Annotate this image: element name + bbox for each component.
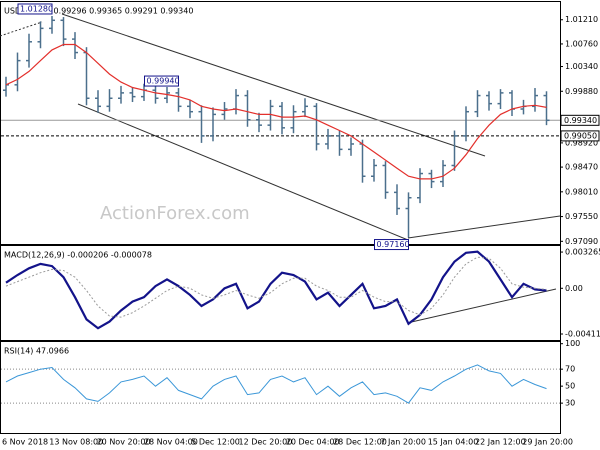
panel-title: USDCHF,H4 0.99296 0.99365 0.99291 0.9934… xyxy=(4,7,193,16)
signal-line xyxy=(5,256,547,318)
annotation-box xyxy=(17,3,53,15)
x-tick-label: 13 Nov 08:00 xyxy=(49,438,103,447)
panel-title: MACD(12,26,9) -0.000206 -0.000078 xyxy=(4,251,152,260)
channel-lower xyxy=(77,103,409,241)
annotation-label: 1.01280 xyxy=(20,4,53,13)
y-tick-label: 0.003265 xyxy=(565,248,600,257)
y-tick-label: 0.98470 xyxy=(565,163,598,172)
macd-trend-line xyxy=(406,288,557,324)
y-tick-label: 1.00760 xyxy=(565,39,598,48)
y-tick-label: 0.97090 xyxy=(565,237,598,246)
y-tick-label: 0.99880 xyxy=(565,87,598,96)
x-tick-label: 6 Nov 2018 xyxy=(2,438,48,447)
x-tick-label: 20 Dec 04:00 xyxy=(286,438,340,447)
moving-average xyxy=(5,43,547,180)
x-tick-label: 7 Jan 20:00 xyxy=(380,438,426,447)
y-tick-label: 1.01210 xyxy=(565,15,598,24)
x-tick-label: 15 Jan 04:00 xyxy=(428,438,479,447)
y-tick-label: 70 xyxy=(565,365,575,374)
x-tick-label: 20 Nov 20:00 xyxy=(97,438,151,447)
x-tick-label: 29 Jan 20:00 xyxy=(522,438,573,447)
annotation-box xyxy=(374,239,409,251)
y-tick-label: 100 xyxy=(565,339,580,348)
y-tick-label: 1.00340 xyxy=(565,62,598,71)
annotation-label: 0.97160 xyxy=(377,240,410,249)
price-label: 0.99050 xyxy=(564,131,597,140)
macd-line xyxy=(5,250,547,330)
rsi-panel xyxy=(0,341,561,434)
price-label-box xyxy=(560,114,600,126)
y-tick-label: 0.98920 xyxy=(565,138,598,147)
annotation-box xyxy=(144,75,179,87)
x-tick-label: 22 Jan 12:00 xyxy=(475,438,526,447)
macd-panel xyxy=(0,245,561,341)
x-tick-label: 5 Dec 12:00 xyxy=(191,438,240,447)
x-tick-label: 12 Dec 20:00 xyxy=(239,438,293,447)
x-tick-label: 28 Nov 04:00 xyxy=(144,438,198,447)
trend-line xyxy=(407,215,561,239)
price-label: 0.99340 xyxy=(564,116,597,125)
y-tick-label: 0.00 xyxy=(565,284,583,293)
price-label-box xyxy=(560,130,600,142)
y-tick-label: 30 xyxy=(565,399,575,408)
trend-line-dotted xyxy=(0,21,43,37)
y-tick-label: 50 xyxy=(565,382,575,391)
y-tick-label: 0.97550 xyxy=(565,212,598,221)
watermark: ActionForex.com xyxy=(100,203,250,224)
annotation-label: 0.99940 xyxy=(147,77,180,86)
y-tick-label: 0.98010 xyxy=(565,187,598,196)
x-tick-label: 28 Dec 12:00 xyxy=(333,438,387,447)
panel-title: RSI(14) 47.0966 xyxy=(4,347,69,356)
y-tick-label: -0.004119 xyxy=(565,329,600,338)
rsi-line xyxy=(5,364,547,404)
channel-upper xyxy=(61,13,486,157)
